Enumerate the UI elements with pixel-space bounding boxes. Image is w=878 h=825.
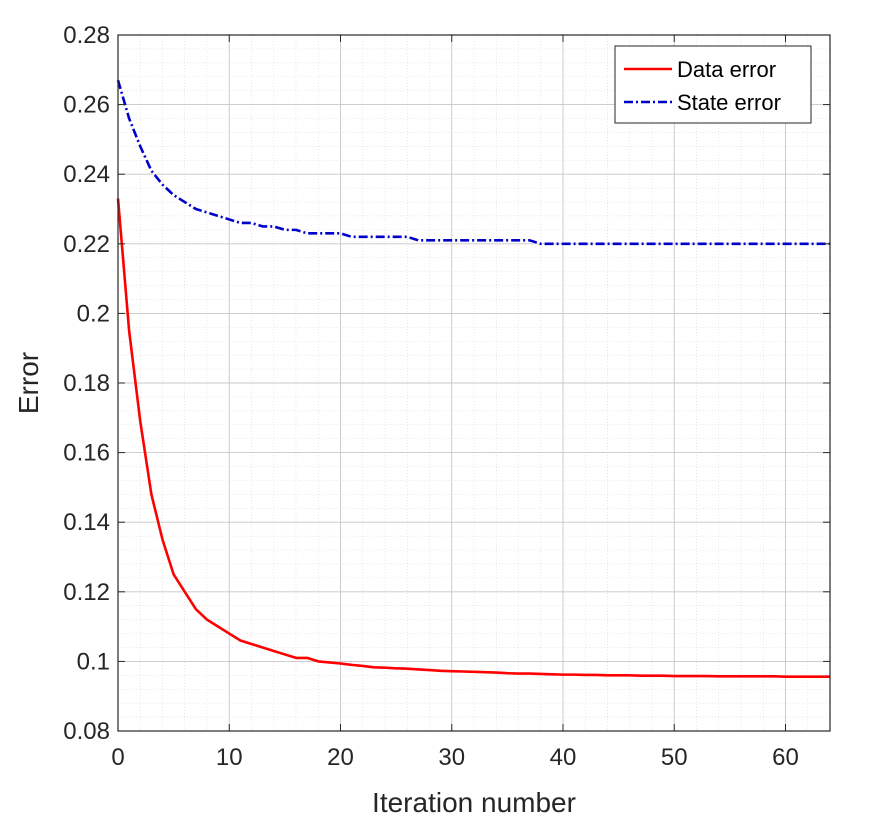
y-tick-label: 0.28 <box>63 22 110 49</box>
x-tick-label: 20 <box>327 744 354 771</box>
x-tick-label: 30 <box>438 744 465 771</box>
legend-label-data-error: Data error <box>677 57 776 82</box>
y-tick-label: 0.18 <box>63 370 110 397</box>
y-tick-label: 0.08 <box>63 718 110 745</box>
y-axis: 0.08 0.1 0.12 0.14 0.16 0.18 0.2 0.22 0.24 0.26 0.… <box>63 22 830 745</box>
y-tick-label: 0.26 <box>63 92 110 119</box>
x-axis: 0 10 20 30 40 50 60 <box>111 35 799 771</box>
series-line-data-error <box>116 198 830 679</box>
x-tick-label: 40 <box>550 744 577 771</box>
legend: Data error State error <box>614 45 812 124</box>
series-layer <box>116 79 830 679</box>
x-tick-label: 10 <box>216 744 243 771</box>
y-tick-label: 0.1 <box>77 648 110 675</box>
series-line-state-error <box>116 79 830 246</box>
y-tick-label: 0.24 <box>63 161 110 188</box>
x-tick-label: 50 <box>661 744 688 771</box>
x-axis-label: Iteration number <box>372 787 576 818</box>
y-tick-label: 0.14 <box>63 509 110 536</box>
x-tick-label: 0 <box>111 744 124 771</box>
legend-box <box>614 45 812 124</box>
x-tick-label: 60 <box>772 744 799 771</box>
y-tick-label: 0.12 <box>63 579 110 606</box>
legend-label-state-error: State error <box>677 90 781 115</box>
y-axis-label: Error <box>13 352 44 414</box>
y-tick-label: 0.2 <box>77 300 110 327</box>
y-tick-label: 0.16 <box>63 440 110 467</box>
y-tick-label: 0.22 <box>63 231 110 258</box>
